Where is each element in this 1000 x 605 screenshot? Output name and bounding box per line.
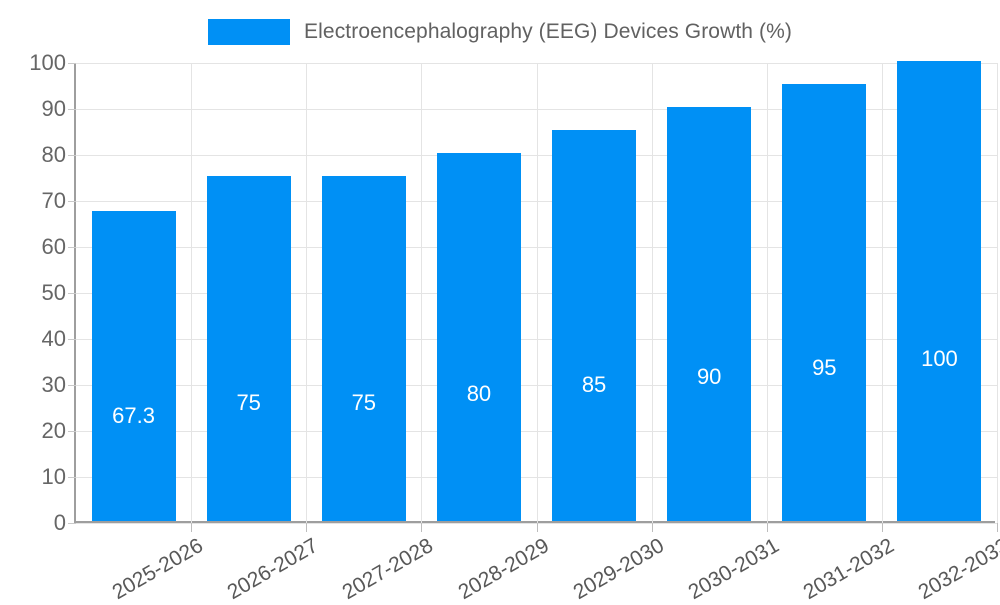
bar[interactable]: 90 [667,107,752,521]
bar-value-label: 100 [921,346,958,372]
y-axis-tick-mark [68,477,76,478]
gridline-vertical [652,63,653,523]
gridline-horizontal [76,431,997,432]
y-axis-tick-mark [68,293,76,294]
y-axis-tick-label: 40 [41,326,66,351]
gridline-horizontal [76,63,997,64]
gridline-horizontal [76,523,997,524]
y-axis-tick-mark [68,247,76,248]
legend-color-swatch[interactable] [208,19,291,45]
x-axis-tick-mark [191,523,192,532]
gridline-horizontal [76,109,997,110]
x-axis-tick-label: 2026-2027 [223,534,323,605]
y-axis-tick-label: 100 [29,50,66,75]
gridline-horizontal [76,293,997,294]
x-axis-tick-label: 2032-2033 [914,534,1000,605]
gridline-vertical [191,63,192,523]
y-axis-tick-label: 0 [53,510,66,535]
bar[interactable]: 67.3 [91,211,176,521]
x-axis-tick-label: 2025-2026 [108,534,208,605]
x-axis-tick-mark [537,523,538,532]
y-axis-tick-label: 60 [41,234,66,259]
x-axis-tick-label: 2031-2032 [799,534,898,605]
bar-value-label: 67.3 [112,403,155,429]
y-axis-tick-mark [68,63,76,64]
gridline-horizontal [76,247,997,248]
y-axis-tick-label: 30 [41,372,66,397]
bar-value-label: 85 [581,372,607,398]
legend-label: Electroencephalography (EEG) Devices Gro… [304,20,792,43]
bar[interactable]: 100 [897,61,982,521]
x-axis-tick-mark [652,523,653,532]
y-axis-tick-label: 70 [41,188,66,213]
gridline-vertical [421,63,422,523]
bar-value-label: 80 [466,381,492,407]
bar[interactable]: 75 [321,176,406,521]
x-axis-tick-label: 2027-2028 [338,534,438,605]
bar-value-label: 95 [812,354,837,380]
y-axis-tick-label: 20 [41,418,66,443]
bar-value-label: 75 [351,389,377,415]
x-axis-tick-mark [767,523,768,532]
gridline-vertical [997,63,998,523]
x-axis-tick-mark [306,523,307,532]
y-axis-tick-label: 10 [41,464,66,489]
gridline-horizontal [76,201,997,202]
y-axis-tick-mark [68,201,76,202]
y-axis-tick-mark [68,523,76,524]
y-axis-tick-mark [68,339,76,340]
y-axis-tick-mark [68,155,76,156]
gridline-horizontal [76,477,997,478]
y-axis-tick-mark [68,385,76,386]
gridline-horizontal [76,385,997,386]
y-axis-tick-label: 90 [41,96,66,121]
plot-area: 67.3 75 75 80 85 90 95 100 [68,61,998,532]
x-axis-tick-mark [421,523,422,532]
gridline-horizontal [76,339,997,340]
bar-value-label: 90 [696,363,722,389]
gridline-vertical [882,63,883,523]
bar[interactable]: 75 [206,176,291,521]
x-axis-tick-mark [997,523,998,532]
x-axis-tick-label: 2029-2030 [569,534,668,605]
y-axis-tick-label: 80 [41,142,66,167]
x-axis-tick-label: 2030-2031 [684,534,783,605]
x-axis-tick-label: 2028-2029 [453,534,553,605]
chart-legend: Electroencephalography (EEG) Devices Gro… [0,12,1000,52]
gridline-vertical [306,63,307,523]
bar[interactable]: 85 [552,130,637,521]
gridline-vertical [767,63,768,523]
y-axis-tick-mark [68,431,76,432]
bar[interactable]: 80 [436,153,521,521]
gridline-vertical [537,63,538,523]
gridline-horizontal [76,155,997,156]
x-axis-tick-mark [882,523,883,532]
y-axis-tick-label: 50 [41,280,66,305]
y-axis-tick-mark [68,109,76,110]
bar-value-label: 75 [236,389,261,415]
bar[interactable]: 95 [782,84,867,521]
